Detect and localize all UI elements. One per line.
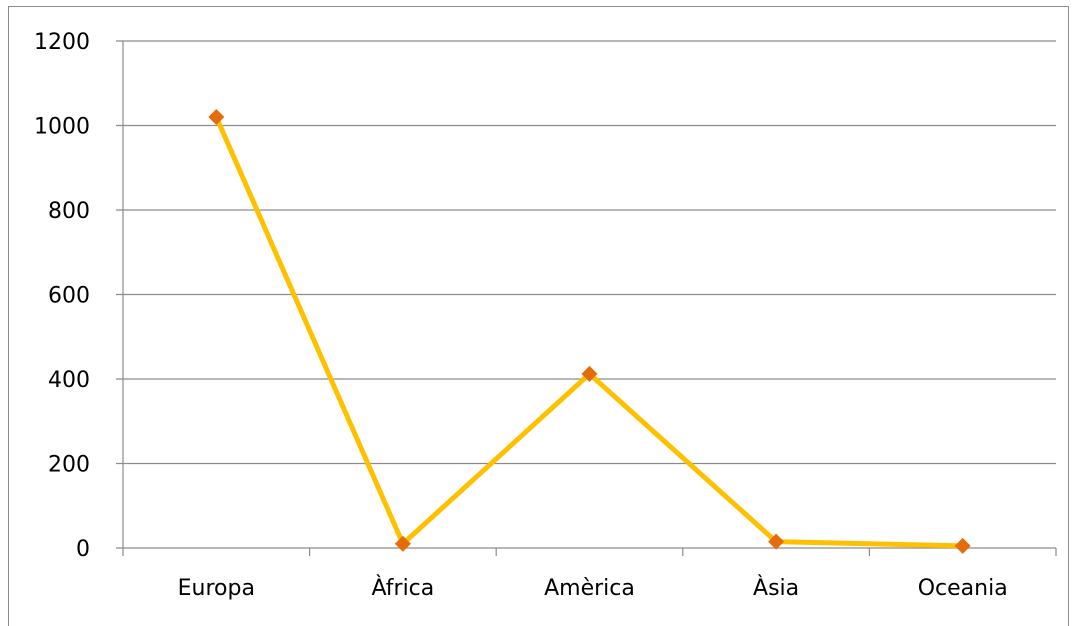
y-tick-label: 1000 [34,115,90,140]
x-tick-label: Àfrica [372,575,435,601]
chart-frame [8,6,1069,626]
data-point-marker [954,537,971,554]
y-tick-label: 200 [48,453,90,478]
data-point-marker [581,365,598,382]
axes [116,41,1057,556]
series-line [213,114,966,549]
y-tick-labels: 0 200 400 600 800 1000 1200 [34,30,90,562]
x-tick-labels: Europa Àfrica Amèrica Àsia Oceania [178,575,1008,601]
x-tick-label: Europa [178,576,255,601]
data-point-marker [208,109,225,126]
x-tick-label: Amèrica [544,576,635,601]
y-tick-label: 600 [48,284,90,309]
series [208,109,971,554]
x-tick-label: Àsia [753,575,799,601]
y-tick-label: 0 [76,537,90,562]
y-tick-label: 800 [48,199,90,224]
gridlines [116,40,1056,465]
x-tick-label: Oceania [918,576,1008,601]
y-tick-label: 400 [48,368,90,393]
y-tick-label: 1200 [34,30,90,55]
data-point-marker [394,535,411,552]
data-point-marker [768,533,785,550]
